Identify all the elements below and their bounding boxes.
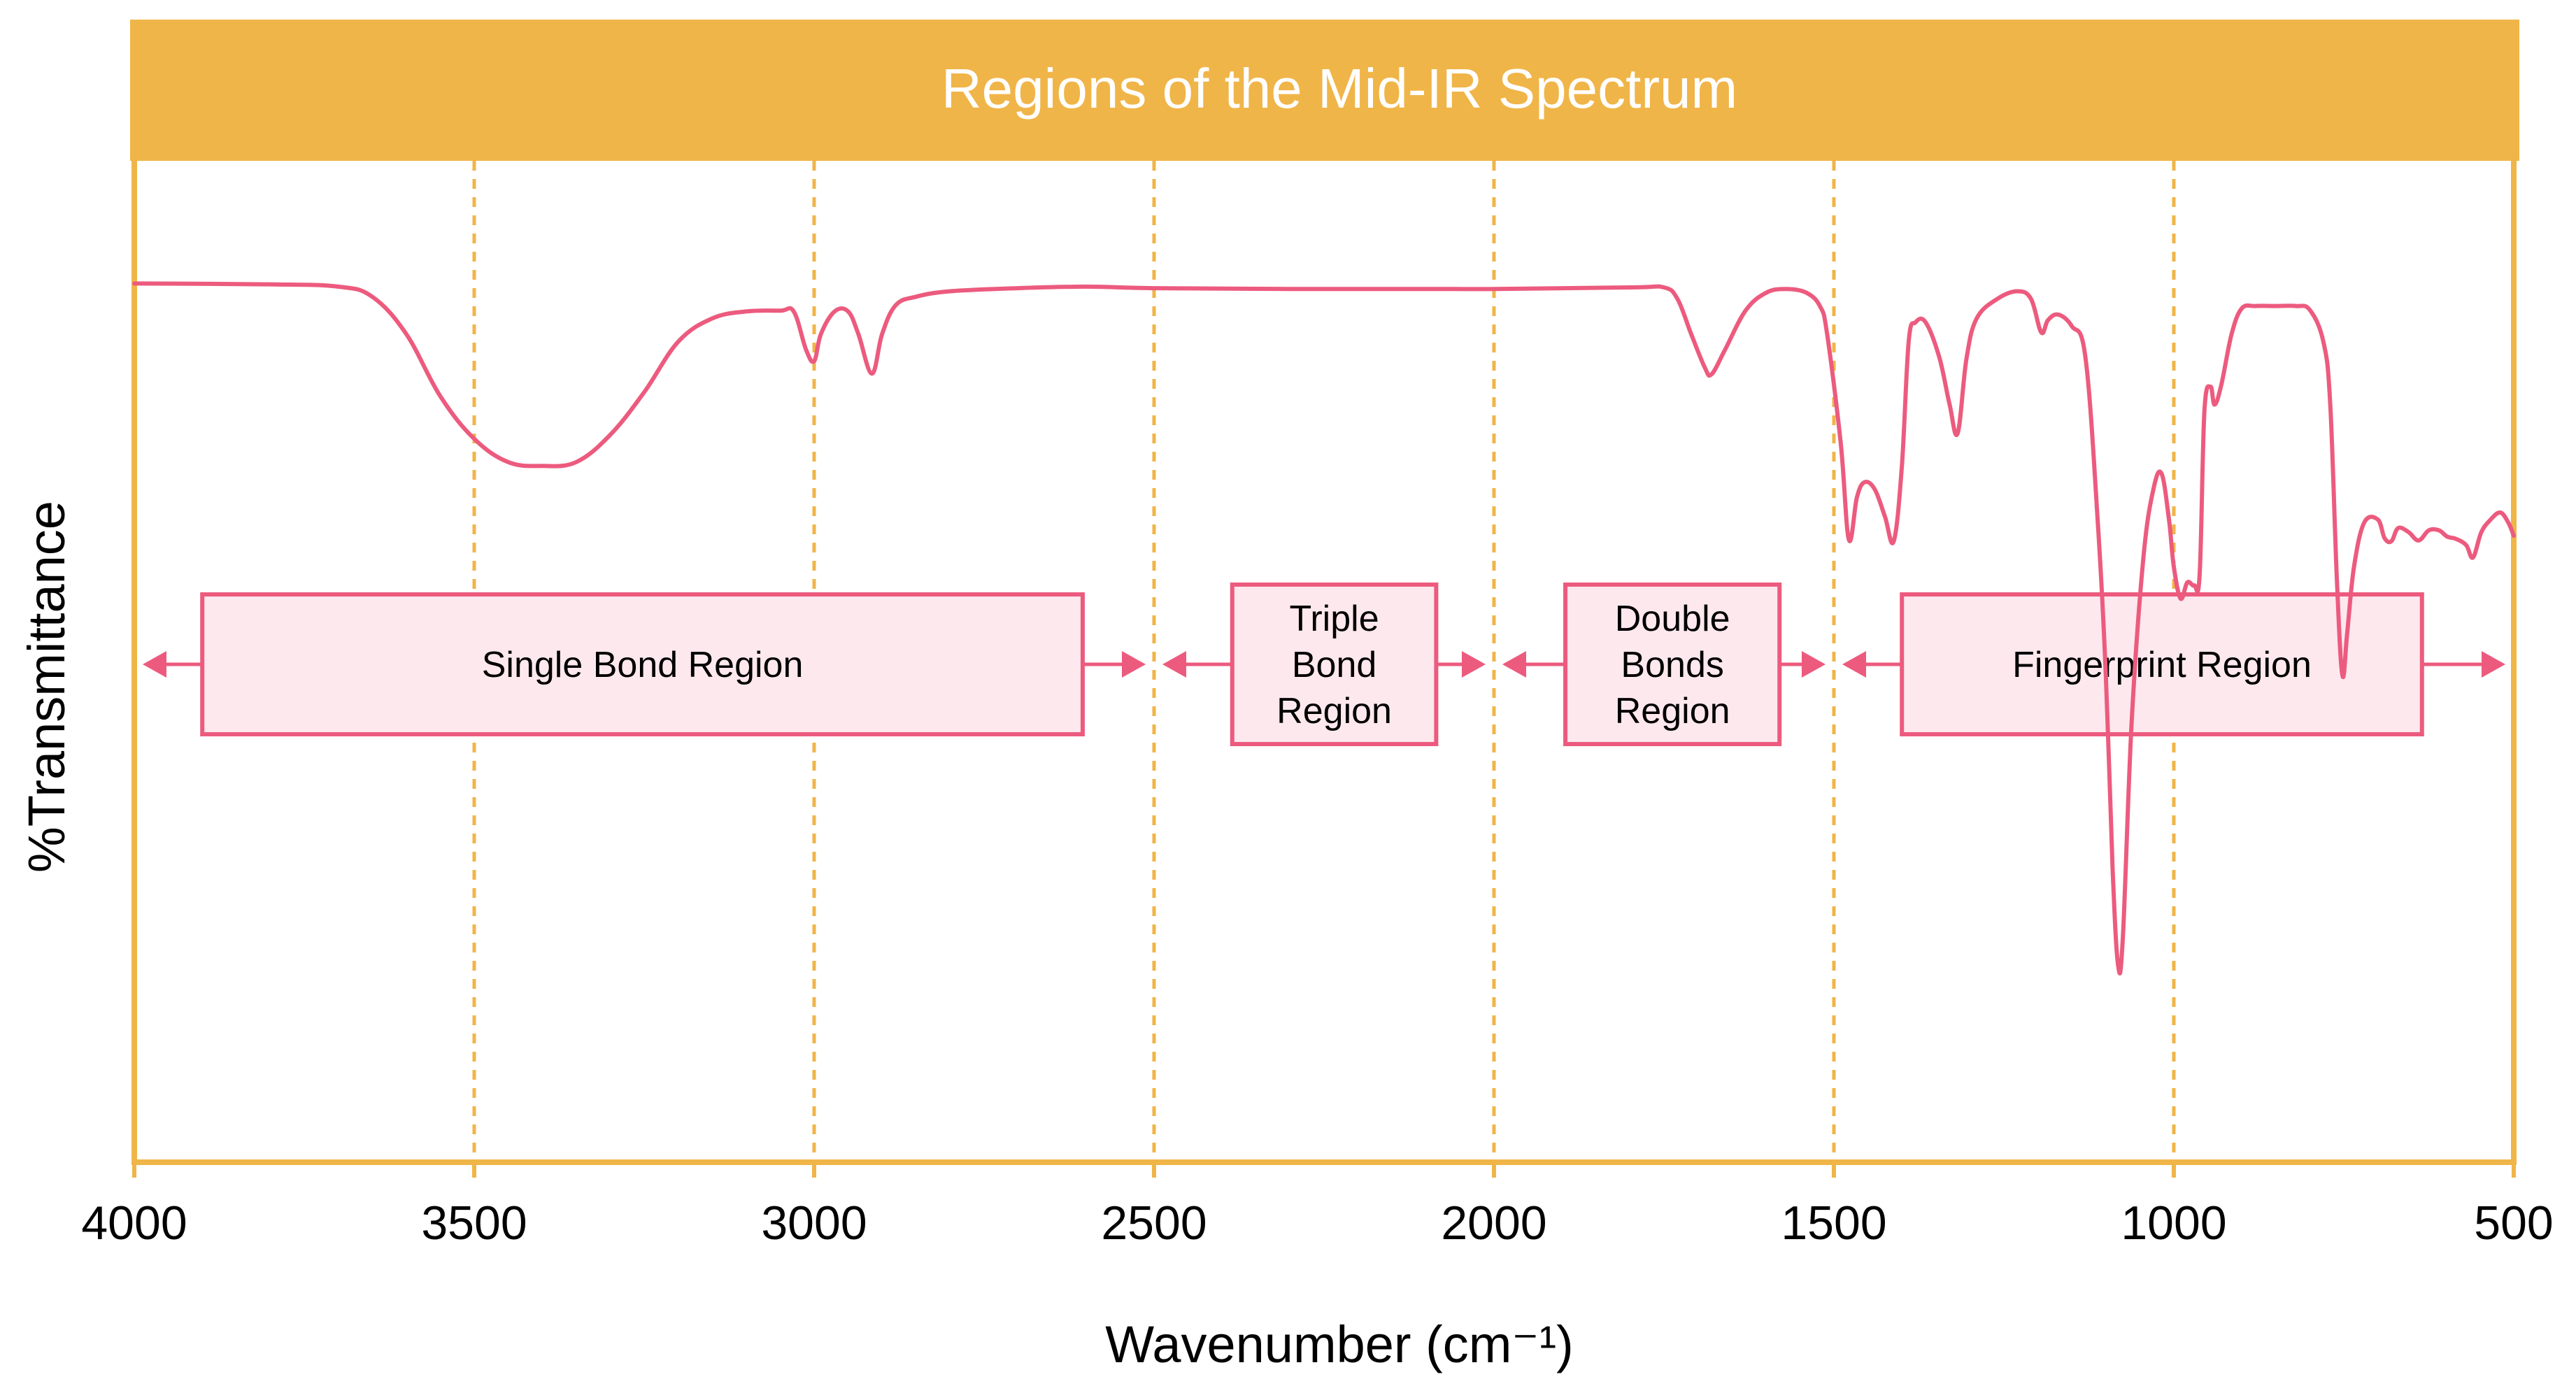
region-label-line: Triple	[1290, 599, 1379, 639]
region-1: Triple Bond Region	[1162, 583, 1486, 746]
x-tick-label-2500: 2500	[1101, 1196, 1207, 1250]
region-label-line: Single Bond Region	[482, 645, 804, 685]
spectrum-line	[132, 281, 2516, 976]
region-annotations: Single Bond RegionTripleBondRegionDouble…	[143, 583, 2505, 746]
plot-frame	[131, 159, 2517, 1165]
x-tick-label-1500: 1500	[1781, 1196, 1886, 1250]
arrow-right-icon	[1122, 651, 1146, 678]
arrow-left-icon	[143, 651, 166, 678]
region-label-line: Region	[1615, 691, 1730, 731]
region-label-line: Double	[1615, 599, 1730, 639]
x-tick-label-1000: 1000	[2121, 1196, 2226, 1250]
arrow-left-icon	[1502, 651, 1526, 678]
region-label-line: Fingerprint Region	[2012, 645, 2312, 685]
arrow-left-icon	[1162, 651, 1186, 678]
chart-title: Regions of the Mid-IR Spectrum	[941, 57, 1737, 120]
title-banner	[130, 20, 2519, 161]
y-axis-label: %Transmittance	[17, 501, 76, 873]
arrow-right-icon	[2482, 651, 2505, 678]
region-box	[1563, 583, 1782, 746]
x-tick-label-500: 500	[2474, 1196, 2553, 1250]
x-tick-label-2000: 2000	[1441, 1196, 1546, 1250]
region-3: Fingerprint Region	[1842, 592, 2505, 736]
x-tick-label-3500: 3500	[421, 1196, 527, 1250]
region-0: Single Bond Region	[143, 592, 1146, 736]
region-box	[1230, 583, 1439, 746]
region-label-line: Bond	[1292, 645, 1376, 685]
x-tick-label-4000: 4000	[81, 1196, 187, 1250]
arrow-left-icon	[1842, 651, 1866, 678]
spectrum-series	[132, 281, 2516, 976]
region-box	[200, 592, 1085, 736]
region-label-line: Region	[1276, 691, 1392, 731]
region-box	[1900, 592, 2424, 736]
x-tick-label-3000: 3000	[761, 1196, 867, 1250]
arrow-right-icon	[1462, 651, 1486, 678]
region-label-line: Bonds	[1621, 645, 1723, 685]
x-axis-ticks: 4000 3500 3000 2500 2000 1500 1000 500	[81, 1162, 2554, 1250]
x-axis-label: Wavenumber (cm⁻¹)	[1105, 1315, 1574, 1373]
arrow-right-icon	[1802, 651, 1826, 678]
region-2: Double Bonds Region	[1502, 583, 1826, 746]
